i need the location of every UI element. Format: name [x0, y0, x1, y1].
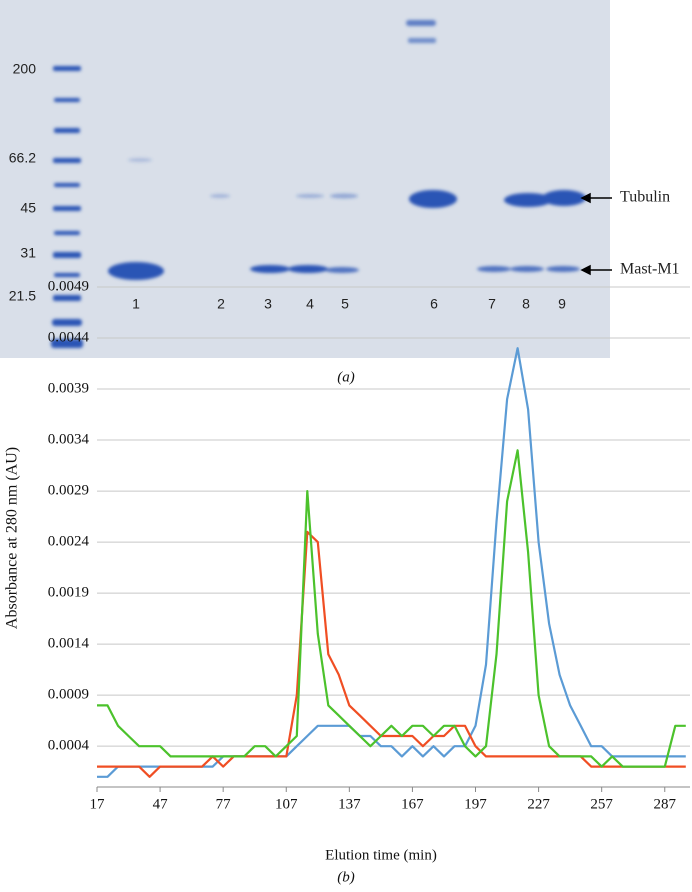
arrows — [580, 192, 612, 276]
x-axis-label: Elution time (min) — [325, 847, 437, 863]
band-label: Mast-M1 — [620, 261, 680, 278]
series-line — [97, 347, 686, 778]
y-axis-label: Absorbance at 280 nm (AU) — [4, 447, 21, 629]
lane-label: 3 — [264, 296, 272, 312]
marker-label: 45 — [20, 200, 36, 216]
y-tick-label: 0.0019 — [48, 585, 89, 601]
y-tick-label: 0.0034 — [48, 431, 90, 447]
lane-label: 2 — [217, 296, 225, 312]
marker-label: 21.5 — [9, 288, 36, 304]
x-tick-label: 287 — [654, 796, 677, 812]
x-tick-label: 77 — [216, 796, 232, 812]
x-tick-label: 197 — [464, 796, 487, 812]
y-tick-label: 0.0004 — [48, 738, 90, 754]
lane-label: 7 — [488, 296, 496, 312]
caption: (b) — [337, 869, 355, 885]
lane-label: 1 — [132, 296, 140, 312]
gel-lane-labels: 1 2 3 4 5 6 7 8 9 — [132, 296, 566, 312]
lane-label: 5 — [341, 296, 349, 312]
x-tick-label: 167 — [401, 796, 424, 812]
x-tick-label: 17 — [90, 796, 106, 812]
band-label: Tubulin — [620, 189, 670, 206]
y-tick-label: 0.0049 — [48, 278, 89, 294]
gel-background — [0, 0, 610, 358]
marker-label: 66.2 — [9, 150, 36, 166]
x-tick-label: 257 — [590, 796, 613, 812]
lane-label: 4 — [306, 296, 314, 312]
marker-label: 200 — [13, 61, 37, 77]
y-tick-label: 0.0029 — [48, 483, 89, 499]
x-tick-label: 137 — [338, 796, 361, 812]
y-tick-label: 0.0009 — [48, 687, 89, 703]
x-tick-label: 47 — [153, 796, 169, 812]
gel-bands — [51, 20, 586, 348]
series-line — [97, 530, 686, 778]
x-tick-label: 107 — [275, 796, 298, 812]
y-tick-label: 0.0024 — [48, 534, 90, 550]
lane-label: 6 — [430, 296, 438, 312]
marker-label: 31 — [20, 245, 36, 261]
y-tick-label: 0.0014 — [48, 636, 90, 652]
lane-label: 9 — [558, 296, 566, 312]
x-tick-label: 227 — [527, 796, 550, 812]
lane-label: 8 — [522, 296, 530, 312]
y-tick-label: 0.0039 — [48, 380, 89, 396]
y-tick-label: 0.0044 — [48, 329, 90, 345]
caption: (a) — [337, 369, 355, 385]
series-line — [97, 449, 686, 768]
gel-marker-labels: 200 66.2 45 31 21.5 — [9, 61, 36, 304]
